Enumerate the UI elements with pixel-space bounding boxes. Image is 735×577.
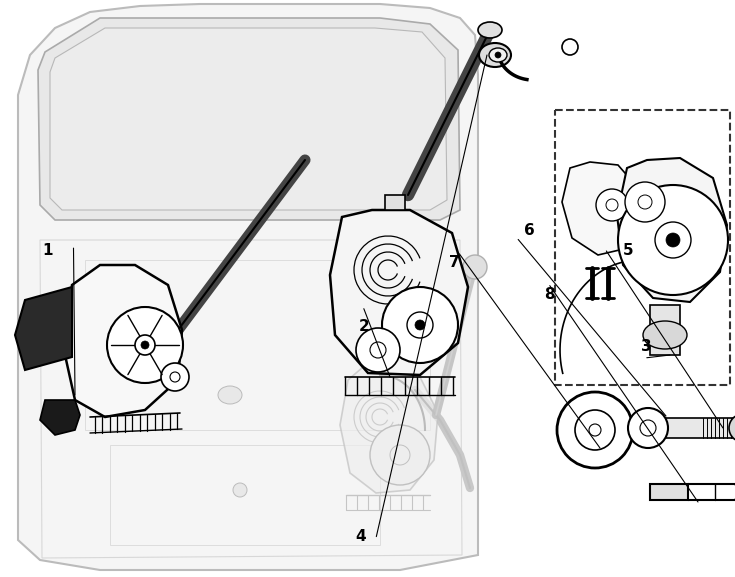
Ellipse shape bbox=[729, 414, 735, 442]
Ellipse shape bbox=[382, 287, 458, 363]
Ellipse shape bbox=[489, 48, 507, 62]
Ellipse shape bbox=[666, 233, 680, 247]
Bar bbox=[555, 110, 730, 385]
Text: 6: 6 bbox=[524, 223, 534, 238]
Ellipse shape bbox=[562, 39, 578, 55]
Polygon shape bbox=[617, 158, 727, 302]
Ellipse shape bbox=[596, 189, 628, 221]
Text: 4: 4 bbox=[355, 529, 365, 544]
Bar bbox=[650, 484, 688, 500]
Ellipse shape bbox=[370, 342, 386, 358]
Polygon shape bbox=[330, 210, 468, 375]
Ellipse shape bbox=[625, 182, 665, 222]
Ellipse shape bbox=[161, 363, 189, 391]
Polygon shape bbox=[65, 265, 182, 417]
Ellipse shape bbox=[415, 320, 425, 330]
Ellipse shape bbox=[479, 43, 511, 67]
Text: 1: 1 bbox=[43, 243, 53, 258]
Ellipse shape bbox=[618, 185, 728, 295]
Ellipse shape bbox=[495, 52, 501, 58]
Polygon shape bbox=[38, 18, 460, 220]
Bar bbox=[650, 305, 680, 355]
Ellipse shape bbox=[655, 222, 691, 258]
Text: 7: 7 bbox=[449, 255, 459, 270]
Ellipse shape bbox=[141, 341, 149, 349]
Ellipse shape bbox=[557, 392, 633, 468]
Ellipse shape bbox=[107, 307, 183, 383]
Polygon shape bbox=[562, 162, 640, 255]
Polygon shape bbox=[385, 195, 405, 210]
Polygon shape bbox=[340, 363, 438, 493]
Ellipse shape bbox=[478, 22, 502, 38]
Ellipse shape bbox=[407, 312, 433, 338]
Text: 2: 2 bbox=[359, 319, 369, 334]
Polygon shape bbox=[15, 287, 72, 370]
Ellipse shape bbox=[575, 410, 615, 450]
Ellipse shape bbox=[643, 321, 687, 349]
Ellipse shape bbox=[170, 372, 180, 382]
Ellipse shape bbox=[640, 420, 656, 436]
Ellipse shape bbox=[463, 255, 487, 279]
Ellipse shape bbox=[356, 328, 400, 372]
Text: 3: 3 bbox=[642, 339, 652, 354]
Polygon shape bbox=[18, 4, 478, 570]
Text: 8: 8 bbox=[545, 287, 555, 302]
Ellipse shape bbox=[370, 425, 430, 485]
Bar bbox=[648, 418, 735, 438]
Ellipse shape bbox=[135, 335, 155, 355]
Ellipse shape bbox=[589, 424, 601, 436]
Ellipse shape bbox=[390, 445, 410, 465]
Ellipse shape bbox=[218, 386, 242, 404]
Polygon shape bbox=[40, 400, 80, 435]
Polygon shape bbox=[50, 28, 447, 210]
Ellipse shape bbox=[233, 483, 247, 497]
Ellipse shape bbox=[606, 199, 618, 211]
Ellipse shape bbox=[638, 195, 652, 209]
Ellipse shape bbox=[628, 408, 668, 448]
Text: 5: 5 bbox=[623, 243, 634, 258]
